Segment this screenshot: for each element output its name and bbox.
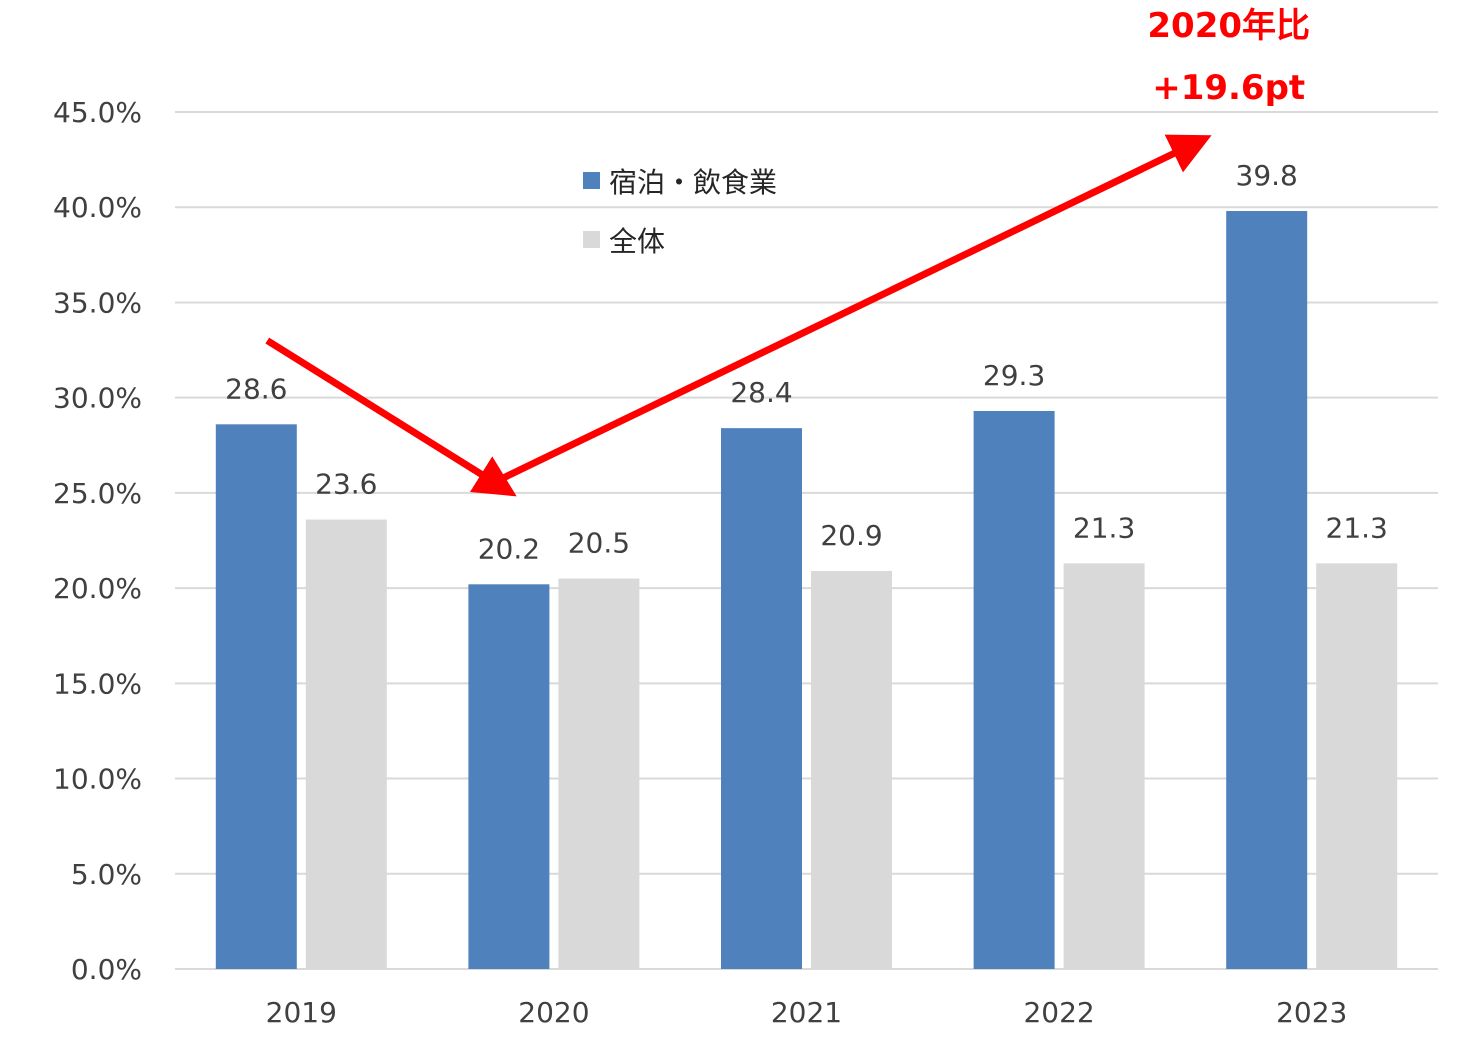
data-label: 21.3: [1073, 511, 1135, 544]
data-label: 39.8: [1236, 159, 1298, 192]
data-label: 20.5: [568, 527, 630, 560]
bar-series-2: [558, 578, 640, 969]
x-tick-label: 2022: [1023, 996, 1094, 1029]
legend-swatch: [583, 172, 600, 189]
annotation-line: 2020年比: [1147, 6, 1310, 46]
y-tick-label: 35.0%: [53, 286, 142, 319]
data-label: 20.9: [820, 519, 882, 552]
annotation-line: +19.6pt: [1152, 68, 1305, 108]
y-tick-label: 0.0%: [71, 953, 142, 986]
y-tick-label: 40.0%: [53, 191, 142, 224]
bar-series-2: [1316, 563, 1398, 969]
data-label: 28.6: [225, 372, 287, 405]
decline-arrow: [265, 337, 517, 497]
x-tick-label: 2019: [266, 996, 337, 1029]
y-tick-label: 20.0%: [53, 572, 142, 605]
x-tick-label: 2020: [518, 996, 589, 1029]
y-axis-ticks: 0.0% 5.0% 10.0% 15.0% 20.0% 25.0% 30.0% 35.0% 40…: [53, 96, 142, 986]
bar-series-2: [811, 570, 892, 969]
data-label: 28.4: [730, 376, 792, 409]
y-tick-label: 25.0%: [53, 477, 142, 510]
legend-label: 全体: [609, 225, 665, 258]
data-labels: 28.6 23.6 20.2 20.5 28.4 20.9 29.3 21.3 39.8 21.3: [225, 159, 1388, 565]
bar-series-1: [973, 410, 1055, 969]
x-tick-label: 2021: [771, 996, 842, 1029]
data-label: 23.6: [315, 468, 377, 501]
y-tick-label: 30.0%: [53, 382, 142, 415]
y-tick-label: 15.0%: [53, 667, 142, 700]
y-tick-label: 5.0%: [71, 858, 142, 891]
bar-series-1: [468, 584, 550, 969]
data-label: 20.2: [478, 532, 540, 565]
bar-series-1: [215, 424, 297, 970]
bar-series-2: [305, 519, 387, 969]
x-axis-ticks: 2019 2020 2021 2022 2023: [266, 996, 1348, 1029]
annotation: 2020年比 +19.6pt: [1147, 6, 1310, 108]
data-label: 29.3: [983, 359, 1045, 392]
trend-arrows: [265, 134, 1212, 497]
legend-swatch: [583, 231, 600, 248]
data-label: 21.3: [1326, 511, 1388, 544]
bars: [215, 211, 1398, 970]
bar-series-1: [721, 428, 802, 969]
y-tick-label: 10.0%: [53, 763, 142, 796]
y-tick-label: 45.0%: [53, 96, 142, 129]
bar-series-1: [1226, 211, 1308, 969]
growth-arrow: [502, 134, 1212, 481]
x-tick-label: 2023: [1276, 996, 1347, 1029]
legend-label: 宿泊・飲食業: [609, 166, 777, 199]
bar-series-2: [1063, 563, 1145, 969]
